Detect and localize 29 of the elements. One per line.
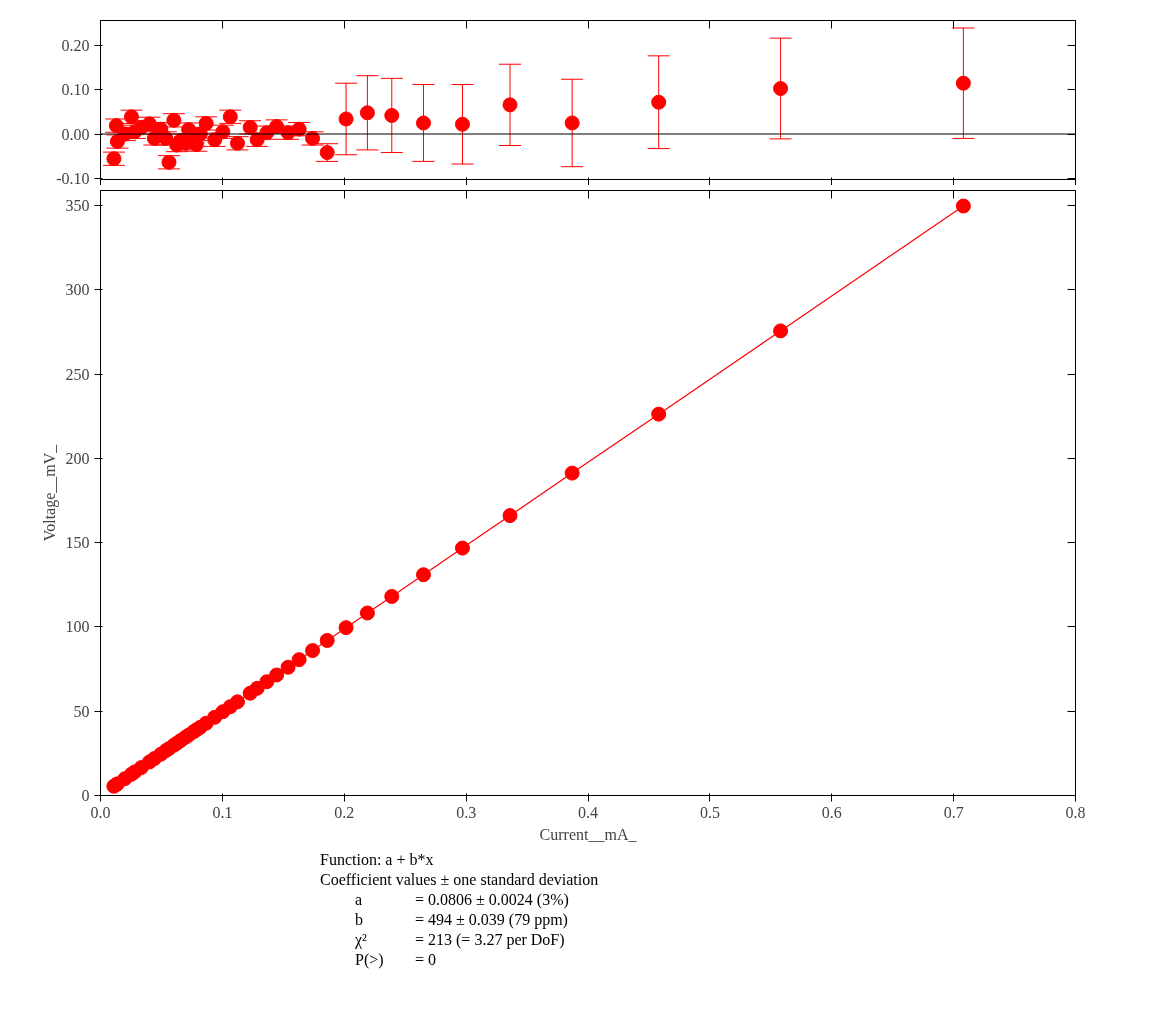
y-axis-title: Voltage__mV_ — [40, 443, 59, 542]
x-axis-title: Current__mA_ — [539, 825, 638, 843]
x-tick-label: 0.0 — [90, 803, 111, 821]
y-tick-label: 250 — [65, 365, 90, 383]
x-tick-label: 0.5 — [699, 803, 720, 821]
text: χ² = 213 (= 3.27 per DoF) — [355, 931, 565, 948]
x-tick-label: 0.2 — [334, 803, 355, 821]
y-tick-label: -0.10 — [56, 169, 90, 187]
y-tick-label: 0.20 — [61, 37, 90, 55]
y-tick-label: 0.10 — [61, 81, 90, 99]
y-tick-label: 100 — [65, 618, 90, 636]
y-tick-label: 0.00 — [61, 125, 90, 143]
text: b = 494 ± 0.039 (79 ppm) — [355, 911, 568, 928]
text: a = 0.0806 ± 0.0024 (3%) — [355, 891, 569, 908]
y-tick-label: 300 — [65, 281, 90, 299]
y-tick-label: 200 — [65, 449, 90, 467]
x-tick-label: 0.1 — [212, 803, 233, 821]
y-tick-label: 350 — [65, 197, 90, 215]
x-tick-label: 0.3 — [456, 803, 477, 821]
text: Coefficient values ± one standard deviation — [320, 870, 599, 890]
y-tick-label: 150 — [65, 534, 90, 552]
y-tick-label: 50 — [73, 702, 90, 720]
x-tick-label: 0.7 — [943, 803, 964, 821]
text: Function: a + b*x — [320, 850, 435, 870]
x-tick-label: 0.6 — [821, 803, 842, 821]
y-tick-label: 0 — [81, 787, 90, 804]
text: P(>) = 0 — [355, 951, 437, 968]
x-tick-label: 0.4 — [578, 803, 598, 821]
x-tick-label: 0.8 — [1065, 803, 1086, 821]
